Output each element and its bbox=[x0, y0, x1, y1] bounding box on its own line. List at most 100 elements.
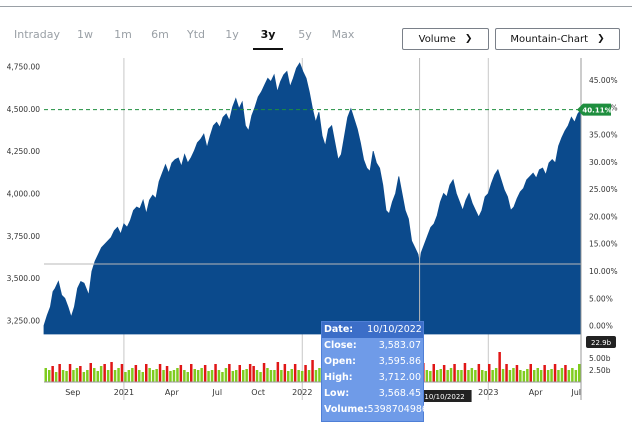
volume-bar bbox=[557, 370, 560, 382]
volume-bar bbox=[273, 370, 276, 382]
volume-bar bbox=[127, 370, 131, 382]
volume-bar bbox=[297, 370, 300, 382]
volume-bar bbox=[245, 369, 248, 382]
volume-bar bbox=[453, 364, 456, 382]
volume-bar bbox=[210, 370, 214, 382]
volume-bar bbox=[86, 370, 89, 382]
chart-type-dropdown[interactable]: Mountain-Chart ❯ bbox=[495, 28, 620, 50]
volume-bar bbox=[494, 368, 498, 382]
volume-bar bbox=[560, 368, 564, 382]
tab-max[interactable]: Max bbox=[331, 28, 355, 41]
volume-bar bbox=[183, 370, 186, 382]
volume-bar bbox=[515, 365, 519, 382]
volume-bar bbox=[165, 366, 169, 382]
y-left-tick-label: 3,250.00 bbox=[7, 316, 41, 325]
volume-bar bbox=[58, 364, 61, 382]
tooltip-date-value: 10/10/2022 bbox=[367, 324, 422, 335]
y-right-tick-label: 5.00% bbox=[589, 294, 613, 303]
y-left-tick-label: 4,750.00 bbox=[7, 62, 41, 71]
y-right-tick-label: 30.00% bbox=[589, 158, 618, 167]
volume-bar bbox=[300, 371, 304, 382]
y-right-tick-label: 0.00% bbox=[589, 322, 613, 331]
volume-dropdown[interactable]: Volume ❯ bbox=[402, 28, 489, 50]
volume-bar bbox=[564, 365, 567, 382]
crosshair-date-badge bbox=[417, 390, 472, 402]
tooltip-date-label: Date: bbox=[324, 324, 354, 335]
volume-bar bbox=[519, 370, 522, 382]
volume-bar bbox=[124, 372, 127, 382]
volume-bar bbox=[79, 366, 82, 382]
volume-bar bbox=[529, 364, 532, 382]
volume-bar bbox=[432, 364, 435, 382]
volume-tick-label: 2.50b bbox=[589, 366, 611, 375]
volume-bar bbox=[179, 365, 183, 382]
volume-bar bbox=[266, 368, 269, 382]
volume-bar bbox=[68, 364, 72, 382]
tooltip-high-row: High: 3,712.00 bbox=[322, 370, 423, 386]
crosshair-date-label: 10/10/2022 bbox=[424, 393, 464, 401]
volume-bar bbox=[255, 370, 259, 382]
volume-bar bbox=[145, 364, 148, 382]
volume-bar bbox=[190, 364, 193, 382]
volume-bar bbox=[283, 364, 287, 382]
tab-intraday[interactable]: Intraday bbox=[13, 28, 61, 41]
volume-bar bbox=[103, 364, 106, 382]
volume-bar bbox=[276, 362, 280, 382]
volume-bar bbox=[134, 365, 138, 382]
volume-bar bbox=[61, 370, 65, 382]
x-tick-label: Oct bbox=[251, 388, 265, 397]
volume-bar bbox=[148, 368, 151, 382]
volume-bar bbox=[512, 368, 515, 382]
volume-bar bbox=[533, 370, 536, 382]
tooltip-key: Volume: bbox=[324, 404, 368, 415]
volume-bar bbox=[193, 369, 196, 382]
tooltip-value: 3,568.45 bbox=[378, 388, 421, 399]
timeframe-tabs: Intraday 1w 1m 6m Ytd 1y 3y 5y Max bbox=[8, 24, 358, 50]
volume-bar bbox=[536, 368, 539, 382]
volume-bar bbox=[477, 364, 481, 382]
volume-bar bbox=[120, 364, 124, 382]
volume-bar bbox=[526, 369, 529, 382]
volume-tick-label: 5.00b bbox=[589, 354, 611, 363]
volume-bar bbox=[307, 370, 311, 382]
volume-bar bbox=[214, 364, 217, 382]
volume-badge-label: 22.9b bbox=[591, 339, 612, 347]
volume-bar bbox=[186, 372, 189, 382]
tab-1m[interactable]: 1m bbox=[114, 28, 132, 41]
tab-6m[interactable]: 6m bbox=[151, 28, 169, 41]
y-right-tick-label: 25.00% bbox=[589, 185, 618, 194]
tab-ytd[interactable]: Ytd bbox=[186, 28, 205, 41]
volume-bar bbox=[425, 370, 429, 382]
volume-bar bbox=[318, 368, 321, 382]
volume-bar bbox=[151, 370, 155, 382]
tooltip-key: Open: bbox=[324, 356, 356, 367]
chart-type-dropdown-label: Mountain-Chart bbox=[510, 33, 589, 45]
volume-bar bbox=[221, 372, 224, 382]
volume-bar bbox=[176, 368, 179, 382]
tab-3y[interactable]: 3y bbox=[253, 24, 283, 50]
volume-bar bbox=[287, 371, 290, 382]
tab-1y[interactable]: 1y bbox=[225, 28, 239, 41]
volume-bar bbox=[138, 370, 141, 382]
tooltip-key: Close: bbox=[324, 340, 357, 351]
x-tick-label: 2022 bbox=[292, 388, 312, 397]
y-left-tick-label: 4,250.00 bbox=[7, 147, 41, 156]
volume-bar bbox=[82, 372, 86, 382]
volume-bar bbox=[242, 370, 245, 382]
tooltip-open-row: Open: 3,595.86 bbox=[322, 354, 423, 370]
tab-1w[interactable]: 1w bbox=[77, 28, 93, 41]
volume-bar bbox=[508, 370, 512, 382]
volume-bar bbox=[238, 365, 241, 382]
y-right-tick-label: 45.00% bbox=[589, 76, 618, 85]
volume-bar bbox=[543, 365, 546, 382]
volume-bar bbox=[463, 363, 467, 382]
chevron-down-icon: ❯ bbox=[597, 34, 605, 44]
volume-bar bbox=[54, 372, 58, 382]
volume-bar bbox=[446, 370, 449, 382]
x-tick-label: Apr bbox=[529, 388, 544, 397]
tab-5y[interactable]: 5y bbox=[298, 28, 312, 41]
volume-bar bbox=[280, 370, 283, 382]
top-divider bbox=[0, 6, 632, 7]
x-tick-label: Jul bbox=[211, 388, 222, 397]
